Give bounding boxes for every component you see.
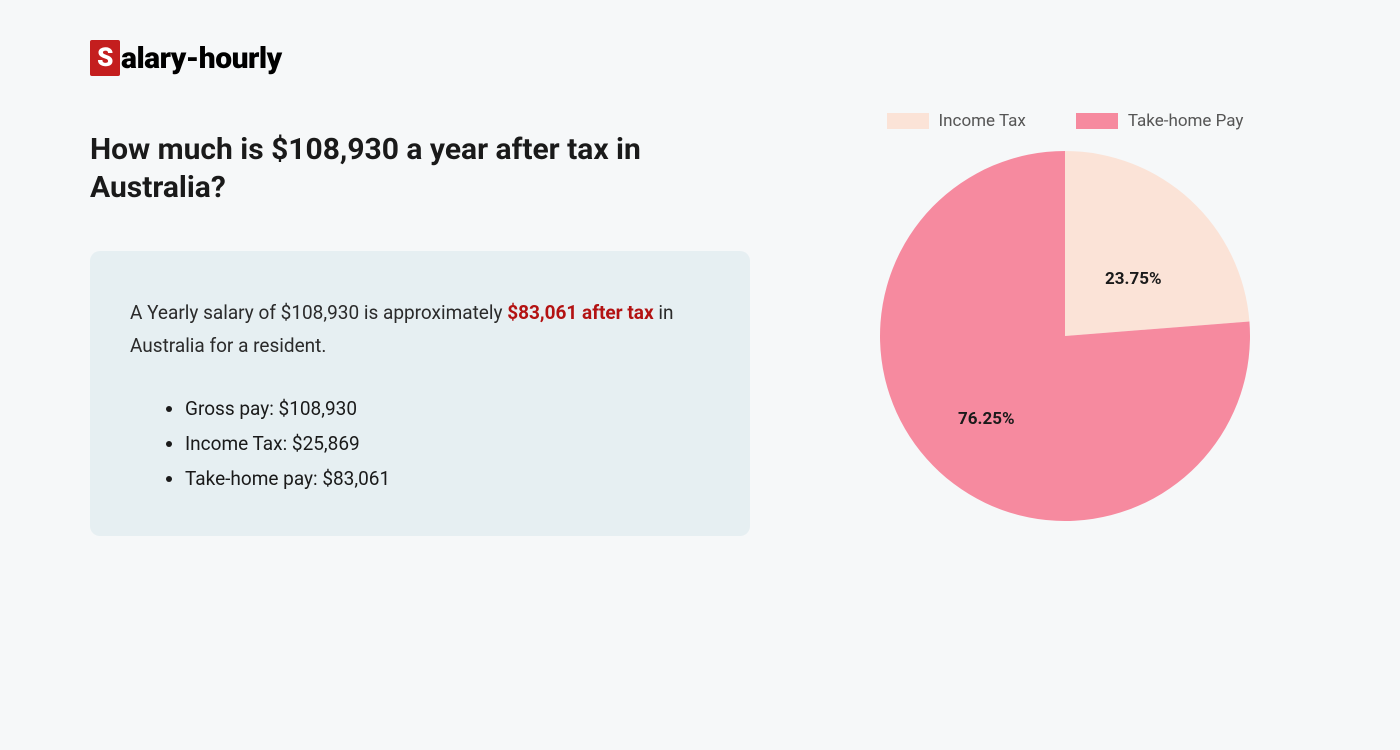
summary-prefix: A Yearly salary of $108,930 is approxima… [130,301,507,324]
right-column: Income Tax Take-home Pay 23.75% 76.25% [820,111,1310,536]
legend-item-income-tax: Income Tax [887,111,1026,131]
page-root: S alary-hourly How much is $108,930 a ye… [0,0,1400,536]
legend-item-take-home: Take-home Pay [1076,111,1244,131]
bullet-item: Gross pay: $108,930 [185,391,710,426]
summary-bullets: Gross pay: $108,930 Income Tax: $25,869 … [130,391,710,496]
chart-legend: Income Tax Take-home Pay [887,111,1244,131]
logo-text: alary-hourly [121,41,282,76]
left-column: How much is $108,930 a year after tax in… [90,131,750,536]
logo-box-letter: S [90,40,120,76]
summary-highlight: $83,061 after tax [507,301,653,324]
bullet-item: Take-home pay: $83,061 [185,461,710,496]
legend-label: Take-home Pay [1128,111,1244,131]
pie-slice-label: 76.25% [958,409,1015,429]
pie-svg [880,151,1250,521]
pie-slice-label: 23.75% [1105,269,1162,289]
legend-swatch [887,113,929,129]
bullet-item: Income Tax: $25,869 [185,426,710,461]
summary-box: A Yearly salary of $108,930 is approxima… [90,251,750,536]
pie-chart: 23.75% 76.25% [880,151,1250,521]
legend-label: Income Tax [939,111,1026,131]
page-heading: How much is $108,930 a year after tax in… [90,131,750,206]
summary-paragraph: A Yearly salary of $108,930 is approxima… [130,296,710,363]
site-logo: S alary-hourly [90,40,1310,76]
legend-swatch [1076,113,1118,129]
content-row: How much is $108,930 a year after tax in… [90,131,1310,536]
